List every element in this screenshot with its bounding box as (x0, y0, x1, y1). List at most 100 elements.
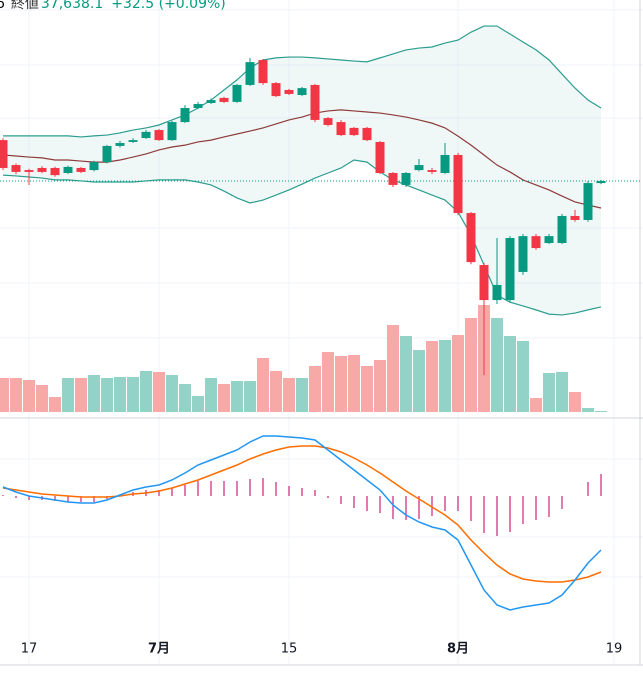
candle-body (323, 118, 333, 125)
volume-bar (348, 355, 360, 412)
header: 6 終値 37,638.1 +32.5 (+0.09%) (0, 0, 226, 13)
candle-body (89, 162, 99, 171)
candle-body (141, 131, 151, 138)
volume-bar (62, 378, 74, 412)
volume-bar (75, 378, 87, 412)
candle-body (76, 167, 86, 172)
volume-bar (309, 366, 321, 412)
candle-body (297, 88, 307, 96)
volume-bar (205, 378, 217, 412)
volume-bar (101, 378, 113, 412)
volume-bar (569, 392, 581, 412)
volume-bar (140, 371, 152, 412)
volume-bar (595, 411, 607, 412)
volume-bar (10, 378, 22, 412)
volume-bar (114, 377, 126, 412)
signal-line (2, 445, 602, 583)
candle-body (284, 89, 294, 94)
band-upper (3, 25, 602, 138)
volume-bar (153, 372, 165, 412)
candle-body (505, 237, 515, 301)
symbol-fragment: 6 (0, 0, 5, 12)
candle-body (414, 165, 424, 171)
candle-body (466, 213, 476, 263)
candle-body (596, 181, 606, 184)
candle-body (193, 104, 203, 109)
volume-bar (413, 350, 425, 412)
volume-bar (49, 397, 61, 412)
volume-bar (283, 378, 295, 412)
volume-bar (426, 341, 438, 412)
candle-body (11, 165, 21, 172)
volume-bar (491, 318, 503, 412)
volume-bar (179, 384, 191, 412)
volume-bar (504, 336, 516, 412)
candle-body (557, 215, 567, 244)
candle-body (63, 166, 73, 174)
candle-body (102, 145, 112, 163)
candle-body (583, 183, 593, 220)
candle-body (37, 167, 47, 172)
candle-body (167, 122, 177, 141)
volume-bar (270, 371, 282, 412)
x-tick-label: 17 (21, 642, 38, 657)
candle-body (531, 236, 541, 249)
candle-body (362, 127, 372, 141)
macd-line (2, 435, 602, 611)
candle-body (206, 100, 216, 103)
close-value: 37,638.1 (40, 0, 104, 12)
candle-body (375, 141, 385, 174)
candle-body (50, 167, 60, 176)
candle-body (570, 215, 580, 220)
volume-bar (452, 335, 464, 412)
x-tick-label: 7月 (148, 642, 170, 657)
volume-bar (296, 378, 308, 412)
candle-body (232, 84, 242, 102)
candle-body (258, 60, 268, 84)
candle-body (349, 127, 359, 136)
x-tick-label: 8月 (447, 642, 469, 657)
volume-bar (244, 381, 256, 412)
volume-bar (361, 366, 373, 412)
close-label: 終値 (10, 0, 39, 12)
candle-body (427, 170, 437, 172)
volume-bar (192, 396, 204, 412)
volume-bar (23, 380, 35, 412)
volume-bar (439, 340, 451, 412)
volume-bar (335, 356, 347, 412)
candle-body (0, 140, 8, 168)
change: +32.5 (+0.09%) (111, 0, 226, 12)
candle-body (128, 140, 138, 142)
candle-body (479, 265, 489, 301)
volume-bar (543, 373, 555, 412)
volume-bar (257, 358, 269, 412)
volume-bar (218, 384, 230, 412)
candle-body (440, 154, 450, 174)
candle-body (492, 284, 502, 301)
volume-bar (231, 381, 243, 412)
volume-bar (166, 375, 178, 412)
x-tick-label: 19 (606, 642, 623, 657)
volume-bar (374, 360, 386, 412)
candle-body (310, 84, 320, 120)
candle-body (180, 108, 190, 123)
volume-bar (400, 336, 412, 412)
band-fill (3, 26, 601, 315)
grid (0, 0, 643, 665)
candle-body (219, 97, 229, 102)
candle-body (115, 143, 125, 146)
volume-bar (556, 372, 568, 412)
x-tick-label: 15 (281, 642, 298, 657)
volume-bar (322, 352, 334, 412)
volume-bar (517, 341, 529, 412)
volume-bar (0, 378, 9, 412)
candle-body (453, 154, 463, 214)
volume-bar (36, 385, 48, 412)
candle-body (271, 83, 281, 97)
volume-bar (88, 375, 100, 412)
candle-body (544, 236, 554, 244)
candle-body (24, 170, 34, 172)
candle-body (154, 130, 164, 141)
volume-bar (530, 398, 542, 412)
